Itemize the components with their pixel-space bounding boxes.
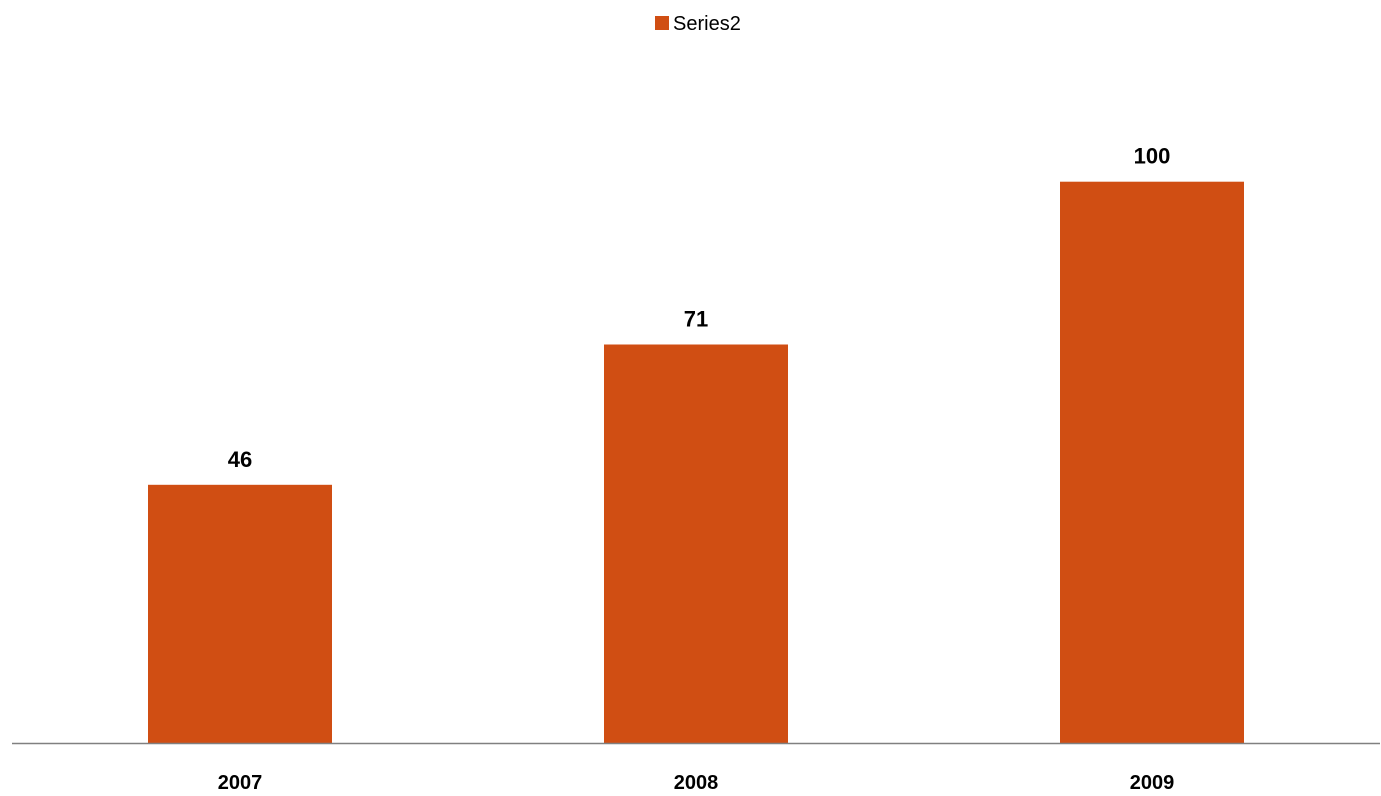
bar-2009 [1060,181,1244,743]
x-axis-tick-labels: 2007 2008 2009 [218,772,1175,794]
legend: Series2 [655,13,741,35]
data-labels: 46 71 100 [228,144,1171,472]
bar-2007 [148,484,332,743]
x-tick-label-2007: 2007 [218,772,263,794]
legend-label-series2: Series2 [673,13,741,35]
bar-2008 [604,344,788,743]
data-label-2008: 71 [684,307,708,332]
legend-swatch-series2 [655,16,669,30]
x-tick-label-2009: 2009 [1130,772,1175,794]
bars [148,181,1244,743]
data-label-2009: 100 [1134,144,1171,169]
x-tick-label-2008: 2008 [674,772,719,794]
data-label-2007: 46 [228,447,252,472]
